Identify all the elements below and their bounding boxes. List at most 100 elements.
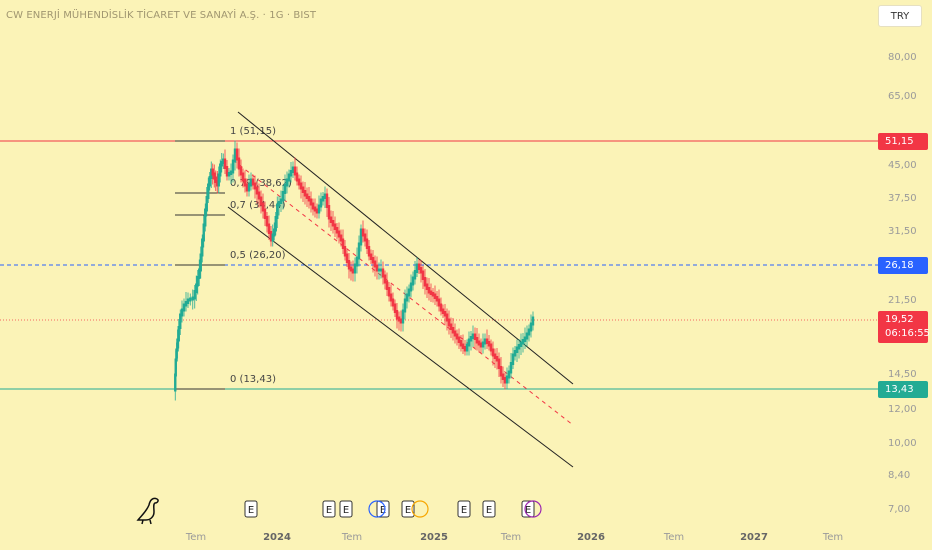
y-tick-label: 37,50 bbox=[888, 193, 917, 204]
candle bbox=[223, 158, 227, 169]
candle bbox=[249, 178, 253, 187]
y-tick-label: 7,00 bbox=[888, 504, 910, 515]
channel-upper-line bbox=[237, 111, 574, 385]
fib-level-label: 0,5 (26,20) bbox=[230, 250, 286, 261]
event-circle-icon bbox=[368, 500, 386, 518]
candle bbox=[529, 322, 533, 332]
candle bbox=[233, 148, 237, 163]
candle bbox=[503, 377, 507, 384]
candle bbox=[195, 283, 198, 293]
candle bbox=[184, 301, 188, 307]
candle bbox=[449, 323, 453, 330]
candle bbox=[333, 223, 337, 230]
candle bbox=[359, 228, 363, 246]
candle bbox=[423, 277, 427, 287]
candle bbox=[385, 280, 389, 290]
candle bbox=[235, 148, 239, 161]
candle bbox=[439, 303, 443, 312]
currency-button[interactable]: TRY bbox=[878, 5, 922, 27]
chart-title: CW ENERJİ MÜHENDİSLİK TİCARET VE SANAYİ … bbox=[6, 10, 317, 21]
candle bbox=[293, 166, 297, 176]
earnings-marker-label: E bbox=[486, 505, 492, 516]
x-tick-label: Tem bbox=[500, 532, 521, 543]
candle bbox=[429, 290, 433, 295]
candle bbox=[441, 308, 445, 314]
candle bbox=[245, 183, 249, 192]
fib-level-label: 0 (13,43) bbox=[230, 374, 276, 385]
candle bbox=[231, 159, 235, 174]
candle bbox=[216, 180, 219, 187]
candle bbox=[519, 341, 523, 347]
earnings-marker-label: E bbox=[461, 505, 467, 516]
candle bbox=[247, 183, 251, 192]
candle bbox=[409, 282, 413, 292]
candle bbox=[507, 370, 511, 379]
candle bbox=[295, 172, 299, 182]
earnings-marker-box bbox=[401, 500, 415, 518]
x-tick-label: 2027 bbox=[740, 532, 768, 543]
candle bbox=[265, 216, 269, 227]
candle bbox=[289, 170, 293, 177]
channel-lower-line bbox=[227, 206, 574, 468]
candle bbox=[189, 297, 192, 302]
candle bbox=[199, 253, 202, 272]
candle bbox=[465, 343, 469, 352]
earnings-marker-box bbox=[339, 500, 353, 518]
candle bbox=[210, 168, 213, 179]
candle bbox=[317, 204, 321, 214]
candle bbox=[329, 216, 333, 223]
candle bbox=[515, 346, 519, 353]
candle bbox=[196, 276, 199, 287]
y-tick-label: 8,40 bbox=[888, 470, 910, 481]
candle bbox=[323, 193, 327, 199]
candle bbox=[367, 246, 371, 257]
candle bbox=[186, 298, 190, 304]
candle bbox=[271, 233, 274, 242]
candle bbox=[177, 326, 180, 342]
candle bbox=[237, 157, 241, 170]
candle bbox=[331, 220, 335, 227]
candle bbox=[343, 246, 347, 257]
candle bbox=[175, 348, 178, 362]
candle bbox=[239, 166, 243, 176]
candle bbox=[513, 350, 517, 357]
y-tick-label: 31,50 bbox=[888, 226, 917, 237]
candle bbox=[483, 338, 487, 345]
candle bbox=[377, 268, 381, 272]
candle bbox=[457, 336, 461, 343]
candle bbox=[363, 233, 367, 242]
candle bbox=[489, 343, 493, 352]
candle bbox=[303, 190, 307, 197]
candle bbox=[459, 340, 463, 347]
candle bbox=[481, 341, 485, 348]
event-circle-icon bbox=[524, 500, 542, 518]
candle bbox=[213, 172, 216, 180]
candle bbox=[315, 208, 319, 214]
candle bbox=[401, 309, 405, 324]
candle bbox=[273, 228, 276, 237]
candle bbox=[276, 203, 279, 219]
candle bbox=[395, 310, 399, 320]
candle bbox=[174, 373, 177, 392]
candle bbox=[347, 260, 351, 270]
candle bbox=[180, 308, 184, 317]
candle bbox=[397, 316, 401, 322]
candle bbox=[313, 206, 317, 212]
candle bbox=[493, 353, 497, 359]
candle bbox=[521, 339, 525, 345]
candle bbox=[425, 283, 429, 290]
candle bbox=[291, 166, 295, 173]
candle bbox=[467, 338, 471, 347]
candle bbox=[241, 172, 245, 182]
candle bbox=[207, 183, 210, 199]
candle bbox=[391, 298, 395, 307]
candle bbox=[479, 342, 483, 348]
candle bbox=[176, 338, 179, 352]
earnings-marker-box bbox=[322, 500, 336, 518]
candle bbox=[451, 327, 455, 334]
candle bbox=[357, 242, 361, 260]
candle bbox=[389, 293, 393, 302]
y-tick-label: 21,50 bbox=[888, 295, 917, 306]
candle bbox=[219, 163, 222, 177]
